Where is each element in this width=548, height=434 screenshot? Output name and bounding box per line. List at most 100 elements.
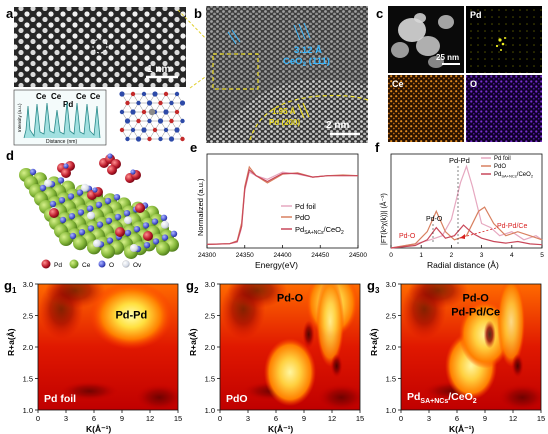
ov-vacancy — [161, 220, 169, 229]
o-atom — [86, 205, 94, 212]
x-tick-label: 0 — [399, 414, 403, 423]
o-atom — [152, 238, 160, 245]
crystal-atom — [152, 127, 158, 133]
y-tick-label: 2.0 — [23, 343, 33, 352]
y-tick-label: 1.5 — [386, 375, 396, 384]
crystal-atom — [147, 118, 152, 124]
o-atom — [59, 216, 67, 224]
crystal-atom — [130, 91, 136, 97]
profile-ylabel: Intensity (a.u.) — [17, 103, 22, 132]
x-tick-label: 3 — [427, 414, 431, 423]
crystal-atom — [125, 136, 130, 142]
panel-e-xticks: 24300 24350 24400 24450 24500 — [198, 245, 367, 259]
panel-d-slab-model — [19, 153, 179, 259]
panel-g1-sample-label: Pd foil — [44, 393, 76, 405]
x-tick-label: 15 — [174, 414, 182, 423]
panel-e: e 24300 24350 24400 24450 24500 Normalized (… — [190, 140, 367, 270]
panel-d: d Pd Ce O Ov — [6, 148, 179, 269]
panel-b-d-spacing-1: 3.12 Å — [294, 45, 322, 56]
g3-feature-label-1: Pd-O — [463, 293, 490, 305]
x-tick-label: 3 — [246, 414, 250, 423]
panel-e-series — [206, 165, 359, 245]
crystal-atom — [119, 91, 125, 97]
ov-vacancy — [93, 239, 101, 248]
panel-f-ylabel: |FT(k²χ(k))| (Å⁻³) — [379, 193, 388, 245]
f-annot-pd-o-1: Pd-O — [426, 216, 443, 223]
panel-b-d-spacing-2: 1.95 Å — [272, 107, 296, 116]
ce-atom — [101, 244, 115, 259]
panel-g1-heatmap — [38, 284, 178, 410]
o-atom — [92, 187, 98, 193]
crystal-pd-atom — [148, 108, 156, 116]
g2-feature-label: Pd-O — [277, 293, 304, 305]
panel-g1: g1 1.0 1.5 2.0 2.5 3.0 0 3 6 9 12 15 R+a(Å) K(Å⁻¹) Pd-… — [4, 278, 182, 434]
crystal-atom — [130, 109, 136, 115]
pd-atom — [107, 165, 117, 175]
panel-a-crystal-model — [119, 91, 186, 142]
panel-f-legend: Pd foil PdO PdSA+NCs/CeO2 — [481, 156, 534, 179]
wavelet-low-region — [59, 381, 120, 402]
wavelet-maximum — [264, 338, 316, 407]
crystal-atom — [158, 100, 163, 106]
panel-e-letter: e — [190, 140, 197, 155]
o-atom — [63, 163, 69, 169]
x-tick-label: 0 — [389, 252, 393, 259]
x-tick-label: 3 — [64, 414, 68, 423]
panel-g2: g2 1.0 1.5 2.0 2.5 3.0 0 3 6 9 12 15 R+a(Å) K(Å⁻¹) Pd-… — [186, 278, 364, 434]
o-atom — [133, 226, 141, 233]
wavelet-low-region — [408, 284, 469, 309]
panel-a-letter: a — [6, 6, 14, 21]
x-tick-label: 24300 — [198, 252, 216, 259]
panel-g3-heatmap — [401, 284, 541, 410]
panel-f-xlabel: Radial distance (Å) — [427, 260, 499, 270]
x-tick-label: 0 — [218, 414, 222, 423]
panel-g2-heatmap — [220, 284, 360, 410]
o-atom — [106, 237, 114, 244]
series-line-2 — [390, 224, 543, 249]
x-tick-label: 2 — [450, 252, 454, 259]
x-tick-label: 1 — [419, 252, 423, 259]
o-atom — [114, 213, 122, 221]
crystal-atom — [174, 109, 180, 115]
o-atom — [105, 217, 113, 224]
y-tick-label: 3.0 — [386, 280, 396, 289]
f-annot-pd-pd-ce: Pd-Pd/Ce — [497, 223, 527, 230]
y-tick-label: 3.0 — [23, 280, 33, 289]
panel-c-pd-signal — [495, 37, 506, 51]
o-atom — [142, 222, 150, 229]
o-atom — [58, 197, 66, 204]
crystal-atom — [136, 100, 141, 106]
profile-label-ce2: Ce — [51, 92, 62, 101]
pd-atom — [61, 168, 71, 178]
x-tick-label: 24500 — [349, 252, 367, 259]
profile-label-ce4: Ce — [90, 92, 101, 101]
crystal-atom — [125, 100, 130, 106]
panel-b-plane-1: CeO2 (111) — [283, 56, 330, 68]
crystal-atom — [174, 127, 180, 133]
panel-b-fringe-marks-2 — [297, 102, 310, 119]
o-atom — [104, 197, 112, 205]
x-tick-label: 9 — [120, 414, 124, 423]
y-tick-label: 1.0 — [23, 406, 33, 415]
g3-feature-label-2: Pd-Pd/Ce — [451, 307, 500, 319]
o-atom — [123, 210, 131, 217]
e-legend-label-1: PdO — [295, 213, 310, 222]
panel-f-xticks: 0 1 2 3 4 5 — [389, 245, 544, 259]
wavelet-low-region — [483, 320, 496, 349]
x-tick-label: 24400 — [273, 252, 291, 259]
crystal-atom — [174, 91, 180, 97]
panel-g2-letter: g2 — [186, 278, 199, 295]
x-tick-label: 24450 — [311, 252, 329, 259]
x-tick-label: 6 — [92, 414, 96, 423]
o-atom — [39, 184, 47, 192]
crystal-atom — [141, 91, 147, 97]
crystal-atom — [141, 109, 147, 115]
panel-g1-xlabel: K(Å⁻¹) — [86, 424, 111, 434]
x-tick-label: 9 — [302, 414, 306, 423]
panel-g3-letter: g3 — [367, 278, 380, 295]
o-atom — [160, 214, 168, 221]
y-tick-label: 2.5 — [386, 312, 396, 321]
crystal-atom — [124, 118, 131, 124]
x-tick-label: 6 — [455, 414, 459, 423]
o-atom — [113, 194, 121, 201]
